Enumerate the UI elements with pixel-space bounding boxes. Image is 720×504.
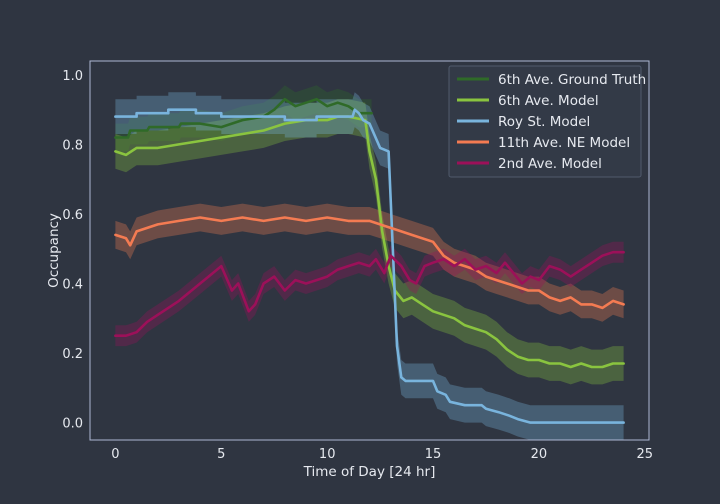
legend-label: 6th Ave. Ground Truth <box>498 72 646 88</box>
x-axis-label: Time of Day [24 hr] <box>303 464 436 480</box>
x-tick-label: 20 <box>531 447 548 462</box>
y-tick-label: 0.4 <box>62 278 83 293</box>
legend-label: 11th Ave. NE Model <box>498 135 630 151</box>
y-tick-label: 0.0 <box>62 417 83 432</box>
series-band-4 <box>115 241 624 347</box>
x-tick-label: 15 <box>425 447 442 462</box>
series-band-3 <box>115 203 624 322</box>
x-tick-label: 5 <box>217 447 225 462</box>
y-tick-label: 0.8 <box>62 138 83 153</box>
y-tick-label: 0.2 <box>62 347 83 362</box>
legend-label: 6th Ave. Model <box>498 93 599 109</box>
x-tick-label: 0 <box>111 447 119 462</box>
legend-label: 2nd Ave. Model <box>498 156 602 172</box>
y-axis-ticks: 0.0 0.2 0.4 0.6 0.8 1.0 <box>62 69 83 432</box>
series-line-4 <box>114 250 625 337</box>
legend-box <box>448 65 642 178</box>
x-tick-label: 25 <box>637 447 654 462</box>
series-lines <box>114 97 625 424</box>
y-axis-label: Occupancy <box>46 213 62 288</box>
legend-label: Roy St. Model <box>498 114 590 130</box>
y-tick-label: 0.6 <box>62 208 83 223</box>
x-axis-ticks: 0 5 10 15 20 25 <box>111 447 653 462</box>
series-line-3 <box>114 216 625 310</box>
x-tick-label: 10 <box>319 447 336 462</box>
series-line-1 <box>114 115 625 369</box>
legend: 6th Ave. Ground Truth 6th Ave. Model Roy S… <box>448 65 646 178</box>
axes-frame <box>89 60 650 441</box>
legend-items: 6th Ave. Ground Truth 6th Ave. Model Roy S… <box>457 72 646 172</box>
y-tick-label: 1.0 <box>62 69 83 84</box>
series-line-2 <box>114 108 625 424</box>
